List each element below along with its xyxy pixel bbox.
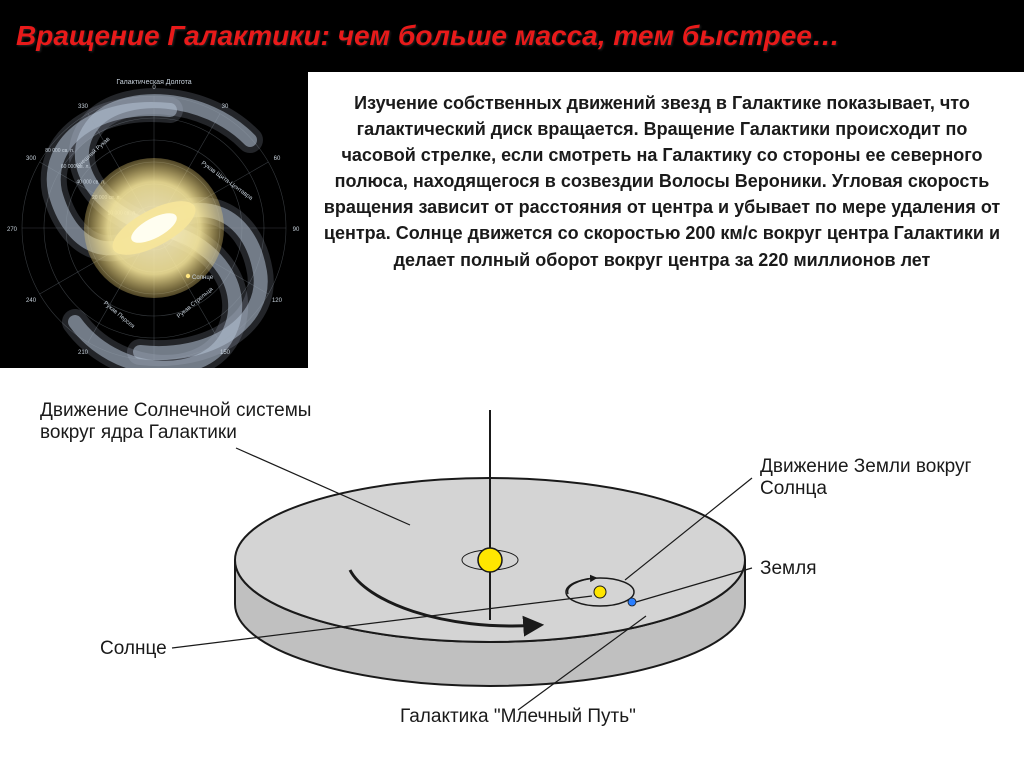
svg-text:30: 30 bbox=[222, 104, 229, 110]
svg-text:90: 90 bbox=[293, 227, 300, 233]
svg-text:120: 120 bbox=[272, 298, 283, 304]
svg-text:270: 270 bbox=[7, 227, 18, 233]
svg-text:60: 60 bbox=[274, 156, 281, 162]
svg-text:330: 330 bbox=[78, 104, 89, 110]
svg-text:210: 210 bbox=[78, 350, 89, 356]
svg-text:240: 240 bbox=[26, 298, 37, 304]
label-earth-orbit: Движение Земли вокруг Солнца bbox=[760, 456, 990, 500]
page-title: Вращение Галактики: чем больше масса, те… bbox=[16, 20, 840, 52]
title-bar: Вращение Галактики: чем больше масса, те… bbox=[0, 0, 1024, 72]
svg-text:150: 150 bbox=[220, 350, 231, 356]
disk-diagram-svg bbox=[40, 400, 980, 740]
svg-text:Солнце: Солнце bbox=[192, 275, 214, 281]
disk-diagram: Движение Солнечной системы вокруг ядра Г… bbox=[40, 400, 980, 740]
label-earth: Земля bbox=[760, 558, 816, 580]
body-text: Изучение собственных движений звезд в Га… bbox=[322, 90, 1002, 273]
label-galaxy-name: Галактика "Млечный Путь" bbox=[400, 706, 636, 728]
label-sun: Солнце bbox=[100, 638, 167, 660]
galaxy-map: Галактическая Долгота0306090120150180210… bbox=[0, 72, 308, 368]
svg-text:80 000 св. л.: 80 000 св. л. bbox=[45, 148, 74, 154]
galaxy-map-svg: Галактическая Долгота0306090120150180210… bbox=[0, 72, 308, 368]
label-solar-system-motion: Движение Солнечной системы вокруг ядра Г… bbox=[40, 400, 360, 444]
svg-text:300: 300 bbox=[26, 156, 37, 162]
